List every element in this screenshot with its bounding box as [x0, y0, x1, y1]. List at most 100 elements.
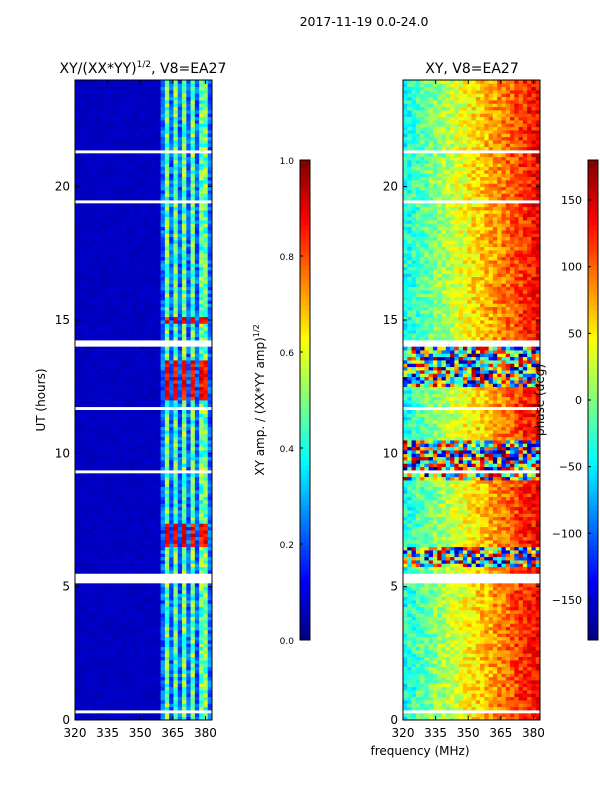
heatmap-cell [126, 673, 132, 678]
heatmap-cell [207, 206, 213, 211]
heatmap-cell [139, 276, 144, 281]
heatmap-cell [134, 553, 140, 558]
heatmap-cell [169, 590, 174, 594]
heatmap-cell [100, 640, 106, 644]
heatmap-cell [164, 183, 170, 188]
heatmap-cell [139, 383, 144, 388]
heatmap-cell [156, 546, 162, 551]
heatmap-cell [92, 656, 97, 661]
heatmap-cell [79, 620, 84, 624]
heatmap-cell [173, 713, 179, 718]
heatmap-cell [117, 520, 123, 524]
heatmap-cell [164, 346, 170, 351]
heatmap-cell [199, 266, 204, 271]
heatmap-cell [139, 420, 144, 424]
heatmap-cell [117, 186, 123, 191]
heatmap-cell [152, 593, 157, 598]
heatmap-cell [75, 646, 80, 651]
heatmap-cell [152, 526, 157, 531]
heatmap-cell [113, 190, 119, 194]
heatmap-cell [75, 263, 80, 268]
heatmap-cell [130, 706, 136, 711]
heatmap-cell [100, 243, 106, 248]
heatmap-cell [199, 223, 204, 228]
heatmap-cell [83, 676, 89, 681]
heatmap-cell [199, 283, 204, 288]
heatmap-cell [83, 180, 89, 184]
heatmap-cell [156, 330, 162, 334]
heatmap-cell [75, 706, 80, 711]
heatmap-cell [190, 596, 196, 601]
heatmap-cell [160, 380, 166, 384]
heatmap-cell [169, 426, 174, 431]
heatmap-cell [87, 676, 93, 681]
heatmap-cell [190, 263, 196, 268]
heatmap-cell [75, 423, 80, 428]
heatmap-cell [75, 286, 80, 291]
heatmap-cell [122, 190, 127, 194]
heatmap-cell [134, 706, 140, 711]
heatmap-cell [194, 240, 200, 244]
heatmap-cell [87, 443, 93, 448]
heatmap-cell [152, 563, 157, 568]
heatmap-cell [199, 670, 204, 674]
heatmap-cell [126, 243, 132, 248]
heatmap-cell [182, 506, 187, 511]
heatmap-cell [75, 186, 80, 191]
heatmap-cell [92, 716, 97, 721]
heatmap-cell [203, 376, 209, 381]
heatmap-cell [109, 683, 114, 688]
heatmap-cell [75, 363, 80, 368]
heatmap-cell [134, 700, 140, 704]
heatmap-cell [152, 670, 157, 674]
heatmap-cell [156, 670, 162, 674]
heatmap-cell [139, 170, 144, 174]
heatmap-cell [207, 496, 213, 501]
heatmap-cell [109, 496, 114, 501]
heatmap-cell [134, 663, 140, 668]
heatmap-cell [199, 413, 204, 418]
heatmap-cell [143, 246, 149, 251]
heatmap-cell [79, 240, 84, 244]
heatmap-cell [173, 490, 179, 494]
heatmap-cell [75, 560, 80, 564]
heatmap-cell [152, 453, 157, 458]
heatmap-cell [152, 396, 157, 401]
heatmap-cell [169, 393, 174, 398]
amplitude-heatmap [75, 80, 213, 721]
heatmap-cell [186, 366, 191, 371]
heatmap-cell [79, 190, 84, 194]
heatmap-cell [75, 696, 80, 701]
heatmap-cell [139, 596, 144, 601]
heatmap-cell [164, 590, 170, 594]
heatmap-cell [117, 280, 123, 284]
heatmap-cell [87, 716, 93, 721]
heatmap-cell [177, 640, 183, 644]
heatmap-cell [194, 623, 200, 628]
heatmap-cell [92, 463, 97, 468]
heatmap-cell [83, 616, 89, 621]
heatmap-cell [96, 243, 102, 248]
heatmap-cell [203, 450, 209, 454]
heatmap-cell [147, 190, 153, 194]
heatmap-cell [190, 473, 196, 478]
heatmap-cell [130, 493, 136, 498]
heatmap-cell [143, 520, 149, 524]
heatmap-cell [96, 303, 102, 308]
heatmap-cell [203, 396, 209, 401]
heatmap-cell [100, 480, 106, 484]
heatmap-cell [160, 633, 166, 638]
heatmap-cell [92, 603, 97, 608]
heatmap-cell [199, 473, 204, 478]
heatmap-cell [79, 673, 84, 678]
heatmap-cell [207, 176, 213, 181]
heatmap-cell [79, 583, 84, 588]
heatmap-cell [83, 630, 89, 634]
heatmap-cell [75, 530, 80, 534]
heatmap-cell [169, 536, 174, 541]
heatmap-cell [134, 270, 140, 274]
heatmap-cell [173, 420, 179, 424]
heatmap-cell [173, 393, 179, 398]
heatmap-cell [92, 713, 97, 718]
heatmap-cell [92, 240, 97, 244]
